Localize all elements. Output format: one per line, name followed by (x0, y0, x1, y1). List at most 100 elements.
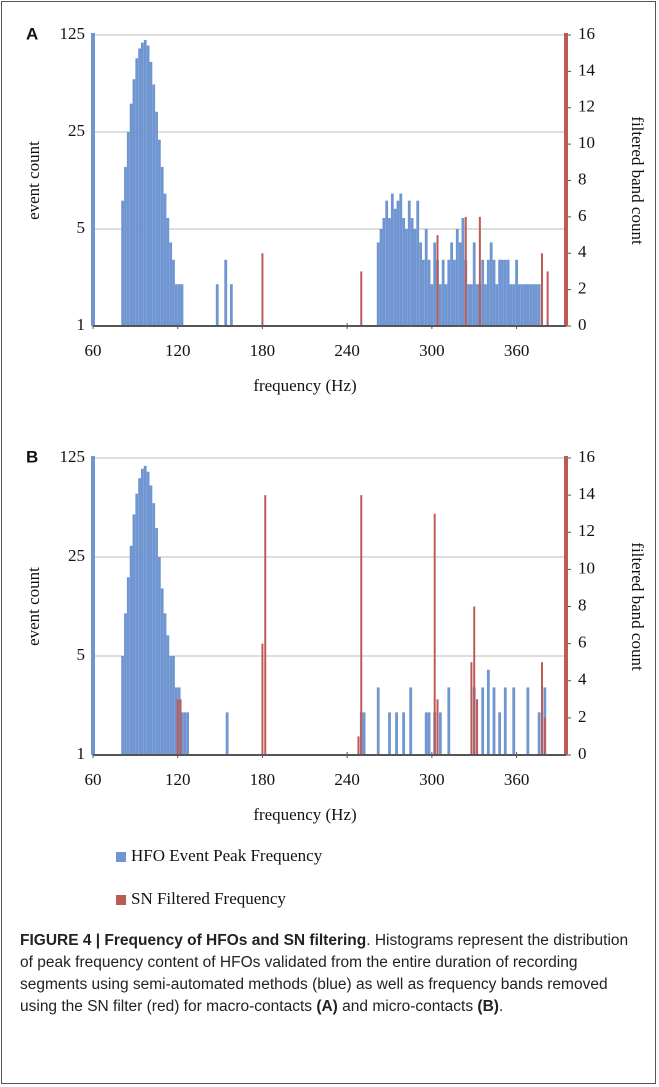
bar (529, 284, 533, 326)
bar (176, 699, 179, 755)
bar (484, 284, 487, 326)
bar (427, 712, 431, 755)
bar (261, 643, 264, 755)
bar (183, 712, 187, 755)
bar (506, 259, 510, 326)
bar (149, 485, 153, 755)
y2-tick-label: 0 (578, 744, 587, 763)
bar (360, 271, 363, 326)
bar (132, 514, 136, 755)
bar (179, 699, 182, 755)
bar (537, 712, 541, 755)
y-axis-label: event count (24, 141, 43, 220)
bar (424, 712, 428, 755)
bar (126, 132, 130, 326)
bar (407, 200, 411, 326)
bar (160, 166, 164, 326)
y2-tick-label: 2 (578, 279, 587, 298)
bar (152, 84, 156, 327)
bar (225, 712, 229, 755)
bar (163, 613, 167, 755)
bar (362, 712, 366, 755)
bar (141, 42, 144, 326)
bar (498, 259, 502, 326)
bar (438, 712, 442, 755)
bar (138, 48, 142, 326)
x-tick-label: 360 (504, 341, 530, 360)
bar (155, 111, 158, 326)
bar (146, 471, 150, 755)
x-tick-label: 300 (419, 341, 445, 360)
bar (229, 284, 233, 326)
y-tick-label: 25 (68, 546, 85, 565)
y2-tick-label: 8 (578, 169, 587, 188)
x-tick-label: 240 (334, 770, 360, 789)
bar (495, 284, 499, 326)
y-tick-label: 5 (77, 218, 86, 237)
bar (402, 218, 406, 326)
y-tick-label: 125 (60, 447, 86, 466)
legend-swatch (116, 852, 126, 862)
bar (385, 200, 389, 326)
bar (498, 712, 502, 755)
bar (357, 736, 360, 755)
bar (450, 242, 454, 326)
bar (143, 465, 147, 755)
bar (124, 166, 127, 326)
bar (396, 200, 400, 326)
bar (486, 259, 490, 326)
bar (486, 669, 490, 755)
bar (163, 193, 167, 326)
bar (430, 284, 434, 326)
legend-label: HFO Event Peak Frequency (131, 846, 323, 865)
bar (543, 717, 546, 755)
bar (224, 259, 228, 326)
y-axis-label: event count (24, 567, 43, 646)
bar (174, 284, 178, 326)
bar (438, 284, 442, 326)
y2-tick-label: 14 (578, 60, 596, 79)
bar (129, 545, 133, 755)
legend-label: SN Filtered Frequency (131, 889, 286, 908)
bar (503, 259, 507, 326)
bar (399, 193, 403, 326)
x-axis-label: frequency (Hz) (253, 376, 356, 395)
y2-tick-label: 12 (578, 97, 595, 116)
bar (177, 687, 181, 755)
bar (492, 687, 496, 755)
bar (409, 687, 413, 755)
y2-tick-label: 8 (578, 595, 587, 614)
x-tick-label: 360 (504, 770, 530, 789)
bar (476, 699, 479, 755)
x-tick-label: 60 (85, 341, 102, 360)
bar (520, 284, 524, 326)
bar (517, 284, 521, 326)
bar (441, 259, 445, 326)
bar (264, 495, 267, 755)
y2-tick-label: 4 (578, 242, 587, 261)
x-tick-label: 180 (250, 770, 276, 789)
bar (537, 284, 541, 326)
bar (388, 218, 391, 326)
y2-tick-label: 12 (578, 521, 595, 540)
caption-part: FIGURE 4 | Frequency of HFOs and SN filt… (20, 932, 367, 949)
panel-label: A (26, 24, 38, 43)
bar (419, 242, 422, 326)
bar (180, 712, 184, 755)
bar (526, 284, 530, 326)
bar (169, 242, 173, 326)
y-tick-label: 5 (77, 645, 86, 664)
bar (427, 259, 431, 326)
bar (149, 61, 153, 327)
y2-tick-label: 6 (578, 206, 587, 225)
bar (475, 284, 479, 326)
bar (433, 513, 436, 755)
bar (382, 218, 386, 326)
x-tick-label: 300 (419, 770, 445, 789)
bar (166, 218, 170, 326)
bar (481, 259, 485, 326)
x-tick-label: 120 (165, 341, 191, 360)
y2-tick-label: 2 (578, 707, 587, 726)
y2-tick-label: 6 (578, 633, 587, 652)
bar (146, 45, 150, 327)
